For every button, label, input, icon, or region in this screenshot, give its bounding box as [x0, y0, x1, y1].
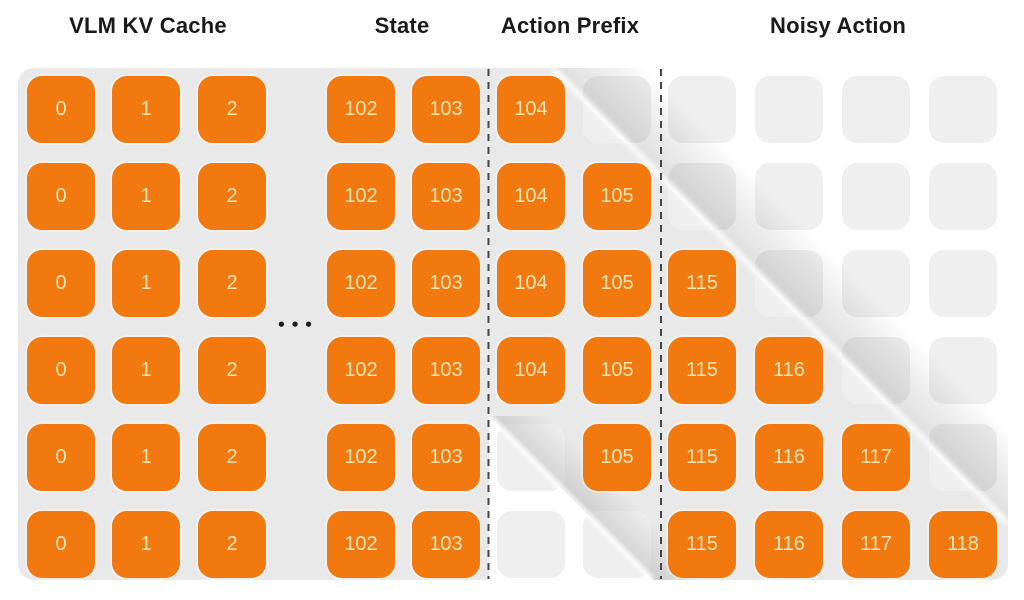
masked-cell — [842, 163, 910, 230]
token-cell-105: 105 — [583, 250, 651, 317]
token-cell-0: 0 — [27, 250, 95, 317]
token-cell-1: 1 — [112, 511, 180, 578]
masked-cell — [929, 76, 997, 143]
token-cell-103: 103 — [412, 424, 480, 491]
token-cell-116: 116 — [755, 424, 823, 491]
token-cell-103: 103 — [412, 163, 480, 230]
token-cell-1: 1 — [112, 424, 180, 491]
token-cell-103: 103 — [412, 337, 480, 404]
token-cell-1: 1 — [112, 337, 180, 404]
section-header-state: State — [374, 13, 430, 38]
section-header-vlm-kv-cache: VLM KV Cache — [69, 13, 227, 38]
token-cell-2: 2 — [198, 76, 266, 143]
masked-cell — [842, 337, 910, 404]
masked-cell — [755, 76, 823, 143]
masked-cell — [929, 337, 997, 404]
token-cell-116: 116 — [755, 511, 823, 578]
masked-cell — [497, 511, 565, 578]
token-cell-104: 104 — [497, 250, 565, 317]
token-cell-0: 0 — [27, 163, 95, 230]
masked-cell — [583, 511, 651, 578]
masked-cell — [497, 424, 565, 491]
token-cell-104: 104 — [497, 76, 565, 143]
masked-cell — [929, 163, 997, 230]
masked-cell — [583, 76, 651, 143]
masked-cell — [755, 250, 823, 317]
token-cell-115: 115 — [668, 424, 736, 491]
token-cell-2: 2 — [198, 424, 266, 491]
masked-cell — [842, 76, 910, 143]
token-cell-102: 102 — [327, 337, 395, 404]
token-cell-2: 2 — [198, 250, 266, 317]
masked-cell — [668, 76, 736, 143]
token-cell-104: 104 — [497, 337, 565, 404]
masked-cell — [842, 250, 910, 317]
masked-cell — [929, 424, 997, 491]
token-cell-115: 115 — [668, 250, 736, 317]
token-cell-2: 2 — [198, 511, 266, 578]
token-cell-117: 117 — [842, 511, 910, 578]
token-cell-115: 115 — [668, 337, 736, 404]
masked-cell — [668, 163, 736, 230]
token-cell-0: 0 — [27, 424, 95, 491]
token-cell-103: 103 — [412, 250, 480, 317]
token-cell-1: 1 — [112, 163, 180, 230]
token-cell-116: 116 — [755, 337, 823, 404]
token-cell-104: 104 — [497, 163, 565, 230]
token-cell-0: 0 — [27, 76, 95, 143]
ellipsis-dots: ••• — [276, 316, 318, 334]
token-cell-102: 102 — [327, 163, 395, 230]
masked-cell — [755, 163, 823, 230]
token-cell-1: 1 — [112, 76, 180, 143]
token-cell-105: 105 — [583, 424, 651, 491]
section-header-noisy-action: Noisy Action — [769, 13, 907, 38]
token-cell-102: 102 — [327, 76, 395, 143]
token-cell-103: 103 — [412, 76, 480, 143]
token-cell-102: 102 — [327, 511, 395, 578]
section-header-action-prefix: Action Prefix — [500, 13, 640, 38]
token-cell-103: 103 — [412, 511, 480, 578]
token-cell-0: 0 — [27, 337, 95, 404]
token-cell-2: 2 — [198, 337, 266, 404]
masked-cell — [929, 250, 997, 317]
token-cell-117: 117 — [842, 424, 910, 491]
token-cell-115: 115 — [668, 511, 736, 578]
token-cell-0: 0 — [27, 511, 95, 578]
token-cell-118: 118 — [929, 511, 997, 578]
token-cell-105: 105 — [583, 337, 651, 404]
token-cell-102: 102 — [327, 424, 395, 491]
token-cell-102: 102 — [327, 250, 395, 317]
token-cell-1: 1 — [112, 250, 180, 317]
panel-shape — [18, 68, 1008, 580]
token-cell-2: 2 — [198, 163, 266, 230]
token-cell-105: 105 — [583, 163, 651, 230]
